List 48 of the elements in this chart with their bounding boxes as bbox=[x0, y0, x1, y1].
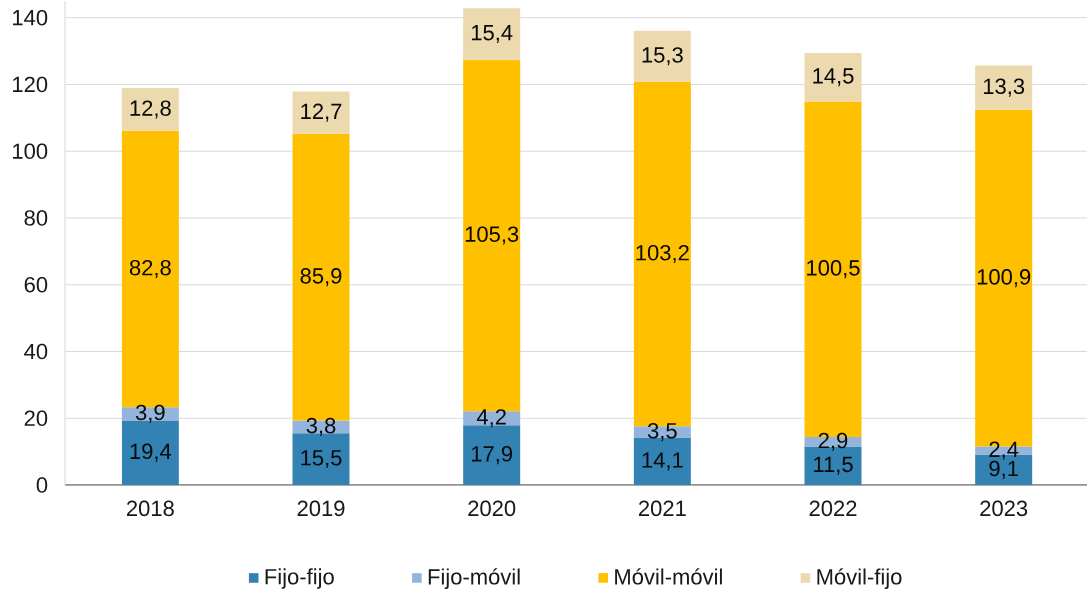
data-label: 15,4 bbox=[471, 25, 513, 44]
data-label: 105,3 bbox=[465, 226, 519, 245]
legend-label: Fijo-móvil bbox=[428, 568, 520, 589]
y-tick-label: 40 bbox=[24, 343, 48, 360]
legend-label: Móvil-móvil bbox=[615, 568, 722, 585]
bar bbox=[292, 91, 350, 134]
data-label: 15,3 bbox=[642, 47, 683, 66]
y-tick-label: 60 bbox=[24, 276, 48, 293]
x-tick-label: 2022 bbox=[809, 500, 857, 517]
y-tick-label: 100 bbox=[13, 143, 48, 159]
legend-label: Fijo-fijo bbox=[265, 568, 334, 589]
data-label: 13,3 bbox=[983, 78, 1025, 97]
data-label: 14,1 bbox=[642, 452, 683, 471]
x-tick-label: 2023 bbox=[980, 500, 1028, 517]
data-label: 82,8 bbox=[129, 259, 171, 279]
data-label: 11,5 bbox=[814, 456, 853, 475]
x-tick-label: 2020 bbox=[468, 500, 516, 517]
data-label: 12,8 bbox=[130, 100, 171, 119]
data-label: 3,9 bbox=[135, 404, 165, 423]
data-label: 2,4 bbox=[989, 441, 1019, 460]
data-label: 100,5 bbox=[807, 260, 860, 279]
data-label: 4,2 bbox=[476, 409, 506, 428]
data-label: 9,1 bbox=[989, 460, 1018, 479]
data-label: 100,9 bbox=[977, 269, 1031, 288]
data-label: 85,9 bbox=[300, 268, 342, 287]
bar bbox=[121, 88, 179, 131]
data-label: 3,8 bbox=[306, 417, 336, 436]
data-label: 3,5 bbox=[647, 422, 677, 442]
bar bbox=[633, 30, 691, 82]
data-label: 103,2 bbox=[636, 244, 689, 264]
x-tick-label: 2019 bbox=[297, 500, 345, 517]
x-tick-label: 2018 bbox=[126, 500, 174, 517]
y-tick-label: 120 bbox=[13, 76, 48, 93]
y-tick-label: 20 bbox=[24, 410, 48, 427]
bar bbox=[975, 65, 1033, 110]
data-label: 17,9 bbox=[471, 446, 513, 465]
y-tick-label: 140 bbox=[13, 9, 48, 26]
x-tick-label: 2021 bbox=[638, 500, 686, 517]
bar bbox=[463, 8, 521, 60]
bar bbox=[804, 53, 862, 102]
data-label: 2,9 bbox=[818, 432, 848, 451]
y-tick-label: 80 bbox=[24, 210, 48, 226]
legend-label: Móvil-fijo bbox=[817, 568, 902, 589]
data-label: 12,7 bbox=[301, 103, 342, 122]
y-tick-label: 0 bbox=[36, 477, 48, 493]
data-label: 15,5 bbox=[301, 450, 342, 469]
data-label: 19,4 bbox=[130, 443, 172, 462]
data-label: 14,5 bbox=[813, 68, 854, 87]
